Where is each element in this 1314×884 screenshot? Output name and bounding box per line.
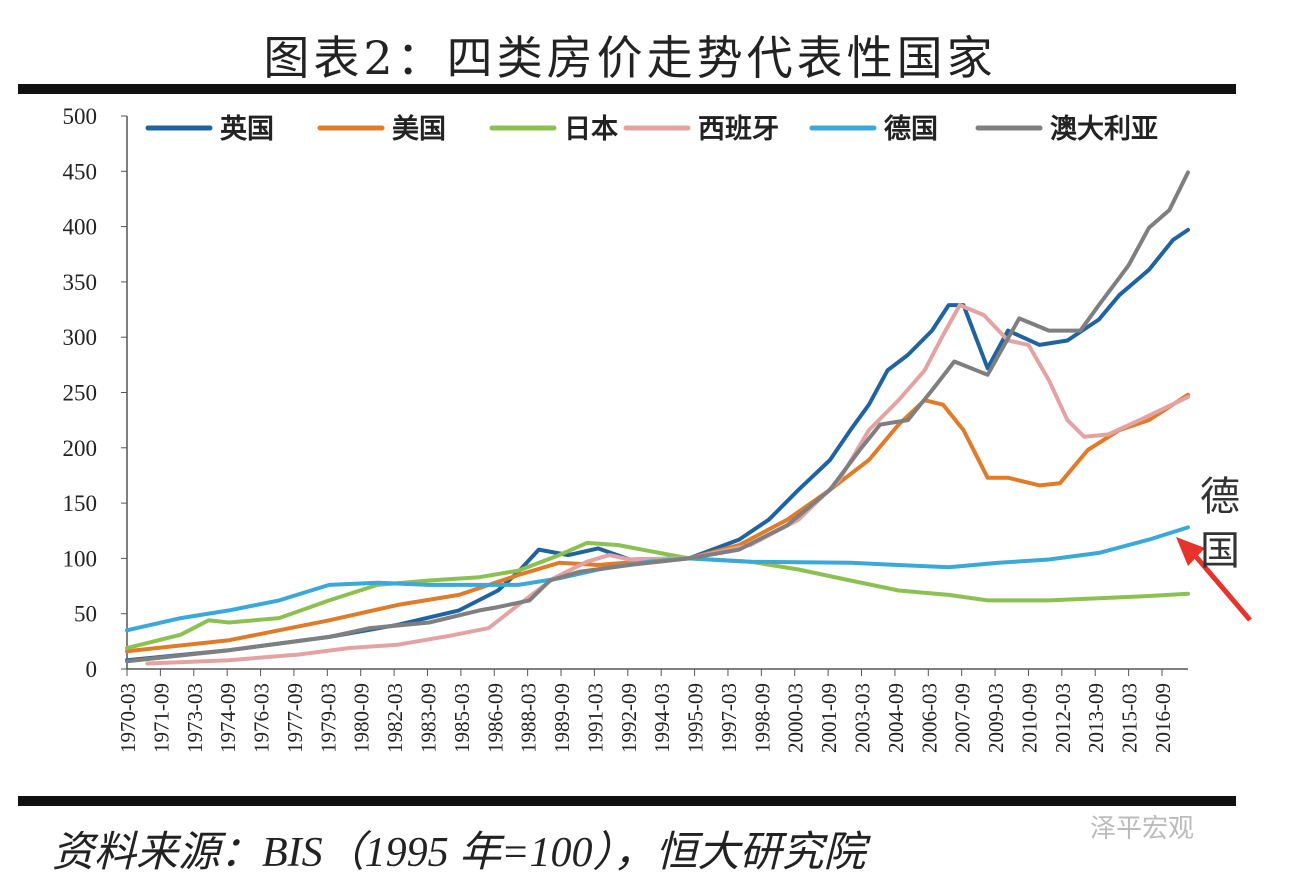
series-line-6 <box>125 170 1190 664</box>
x-tick-label: 1985-03 <box>450 683 474 753</box>
y-tick-label: 50 <box>74 602 97 627</box>
y-tick-label: 500 <box>63 104 98 129</box>
x-tick-label: 2016-09 <box>1151 683 1175 753</box>
x-tick-label: 2000-03 <box>784 683 808 753</box>
series-line-3 <box>125 540 1190 650</box>
top-rule <box>18 84 1236 94</box>
y-tick-label: 200 <box>63 436 98 461</box>
annotation-arrow <box>1190 550 1252 622</box>
x-tick-label: 2001-09 <box>817 683 841 753</box>
y-tick-label: 400 <box>63 215 98 240</box>
legend-label: 美国 <box>392 113 446 145</box>
x-tick-label: 1991-03 <box>583 683 607 753</box>
x-tick-label: 1971-09 <box>149 683 173 753</box>
x-tick-label: 1973-03 <box>183 683 207 753</box>
legend-label: 西班牙 <box>698 114 779 145</box>
y-tick-label: 100 <box>63 546 98 571</box>
x-tick-label: 1970-03 <box>116 683 140 753</box>
x-tick-label: 2013-09 <box>1084 683 1108 753</box>
x-tick-label: 2003-03 <box>851 683 875 753</box>
y-tick-label: 150 <box>63 491 98 516</box>
x-tick-label: 1982-03 <box>383 683 407 753</box>
x-tick-label: 1998-09 <box>750 683 774 753</box>
y-tick-label: 0 <box>86 657 98 682</box>
legend-label: 德国 <box>884 114 938 145</box>
series-line-2 <box>125 392 1190 654</box>
x-tick-label: 1997-03 <box>717 683 741 753</box>
x-tick-label: 2015-03 <box>1118 683 1142 753</box>
legend-label: 日本 <box>564 114 618 145</box>
x-tick-label: 1977-09 <box>283 683 307 753</box>
y-tick-label: 350 <box>63 270 98 295</box>
x-tick-label: 1994-03 <box>650 683 674 753</box>
bottom-rule <box>18 796 1236 806</box>
y-tick-label: 250 <box>63 381 98 406</box>
y-tick-label: 450 <box>63 159 98 184</box>
x-tick-label: 2012-03 <box>1051 683 1075 753</box>
x-tick-label: 2004-09 <box>884 683 908 753</box>
x-tick-label: 1988-03 <box>517 683 541 753</box>
x-tick-label: 1989-09 <box>550 683 574 753</box>
x-tick-label: 1979-03 <box>316 683 340 753</box>
y-tick-label: 300 <box>63 325 98 350</box>
germany-annotation: 德国 <box>1200 474 1240 574</box>
x-tick-label: 1995-09 <box>684 683 708 753</box>
source-note: 资料来源：BIS（1995 年=100），恒大研究院 <box>52 830 866 876</box>
x-tick-label: 1983-09 <box>416 683 440 753</box>
x-tick-label: 2007-09 <box>951 683 975 753</box>
chart-title: 图表2：四类房价走势代表性国家 <box>263 31 997 85</box>
watermark: 泽平宏观 <box>1090 814 1195 844</box>
x-tick-label: 2009-03 <box>984 683 1008 753</box>
annotation-arrowhead <box>1176 537 1205 566</box>
x-tick-label: 2010-09 <box>1017 683 1041 753</box>
series-line-1 <box>125 227 1190 663</box>
x-tick-label: 1980-09 <box>350 683 374 753</box>
x-tick-label: 2006-03 <box>917 683 941 753</box>
x-tick-label: 1976-03 <box>250 683 274 753</box>
legend-label: 英国 <box>220 114 274 145</box>
x-tick-label: 1974-09 <box>216 683 240 753</box>
x-tick-label: 1992-09 <box>617 683 641 753</box>
legend-label: 澳大利亚 <box>1050 114 1158 145</box>
x-tick-label: 1986-09 <box>483 683 507 753</box>
